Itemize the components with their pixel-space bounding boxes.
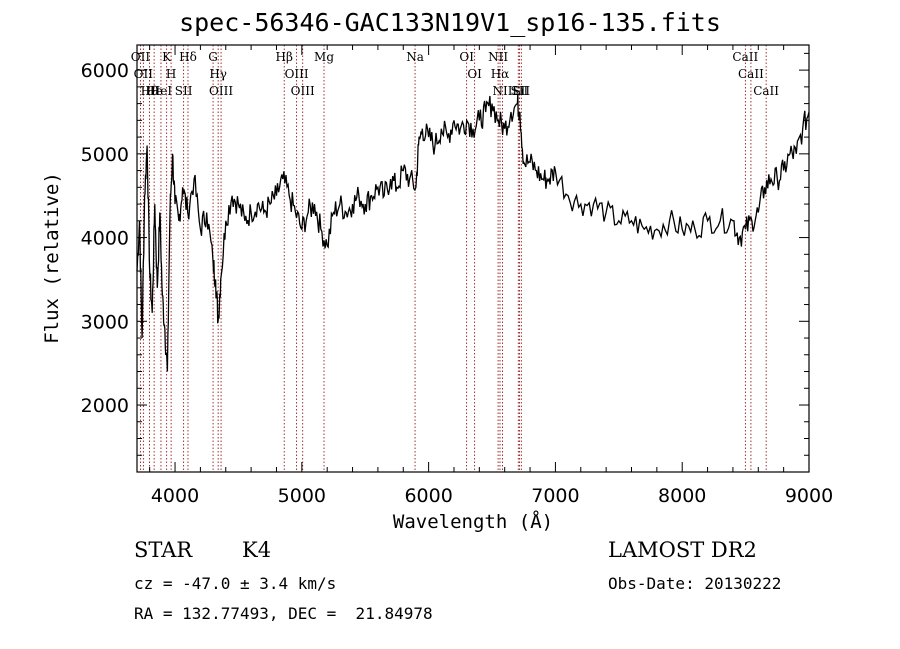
spectral-line-label: HeI: [150, 84, 173, 98]
spectral-line-label: OIII: [209, 84, 233, 98]
spectral-line-markers: [140, 45, 767, 472]
plot-frame: [136, 44, 810, 473]
coordinates: RA = 132.77493, DEC = 21.84978: [134, 604, 433, 623]
spectral-line-label: H: [166, 67, 176, 81]
spectral-line-label: CaII: [732, 50, 758, 64]
spectral-line-label: Na: [406, 50, 424, 64]
spectral-line-label: OII: [131, 50, 151, 64]
y-axis-ticks: 2000 3000 4000 5000 6000: [81, 52, 809, 456]
y-tick-label: 6000: [81, 60, 129, 82]
spectral-line-label: Mg: [314, 50, 334, 64]
spectral-line-label: CaII: [738, 67, 764, 81]
survey-name: LAMOST DR2: [608, 538, 757, 562]
spectral-line-label: Hθ: [141, 84, 159, 98]
spectral-line-label: Hγ: [209, 67, 227, 81]
y-tick-label: 3000: [81, 311, 129, 333]
spectral-line-label: SII: [511, 84, 529, 98]
x-tick-label: 4000: [151, 485, 199, 507]
spectral-line-label: SII: [512, 84, 530, 98]
redshift-value: cz = -47.0 ± 3.4 km/s: [134, 574, 337, 593]
spectral-line-label: He: [145, 84, 163, 98]
spectral-line-label: Hα: [491, 67, 510, 81]
object-subclass: K4: [242, 538, 272, 562]
y-axis-label: Flux (relative): [41, 172, 63, 344]
spectral-line-label: CaII: [753, 84, 779, 98]
observation-date: Obs-Date: 20130222: [608, 574, 782, 593]
spectral-line-label: OIII: [291, 84, 315, 98]
y-tick-label: 2000: [81, 395, 129, 417]
spectral-line-label: G: [208, 50, 218, 64]
spectral-line-label: OIII: [285, 67, 309, 81]
spectral-line-label: Hβ: [276, 50, 293, 64]
x-tick-label: 5000: [278, 485, 326, 507]
object-class: STAR: [134, 538, 193, 562]
x-tick-label: 7000: [531, 485, 579, 507]
spectral-line-label: SII: [175, 84, 193, 98]
spectrum-series: [136, 93, 810, 372]
x-tick-label: 6000: [404, 485, 452, 507]
spectral-line-label: Hδ: [179, 50, 197, 64]
spectral-line-label: OI: [467, 67, 482, 81]
spectral-line-label: K: [162, 50, 172, 64]
chart-title: spec-56346-GAC133N19V1_sp16-135.fits: [179, 8, 721, 37]
x-tick-label: 9000: [785, 485, 833, 507]
x-tick-label: 8000: [658, 485, 706, 507]
spectral-line-label: Li: [512, 84, 524, 98]
spectral-line-label: NII: [488, 50, 508, 64]
x-axis-label: Wavelength (Å): [393, 510, 553, 533]
x-axis-ticks: 4000 5000 6000 7000 8000 9000: [149, 45, 833, 507]
spectral-line-label: NII: [493, 84, 513, 98]
y-tick-label: 5000: [81, 144, 129, 166]
spectral-line-label: OI: [459, 50, 474, 64]
y-tick-label: 4000: [81, 228, 129, 250]
